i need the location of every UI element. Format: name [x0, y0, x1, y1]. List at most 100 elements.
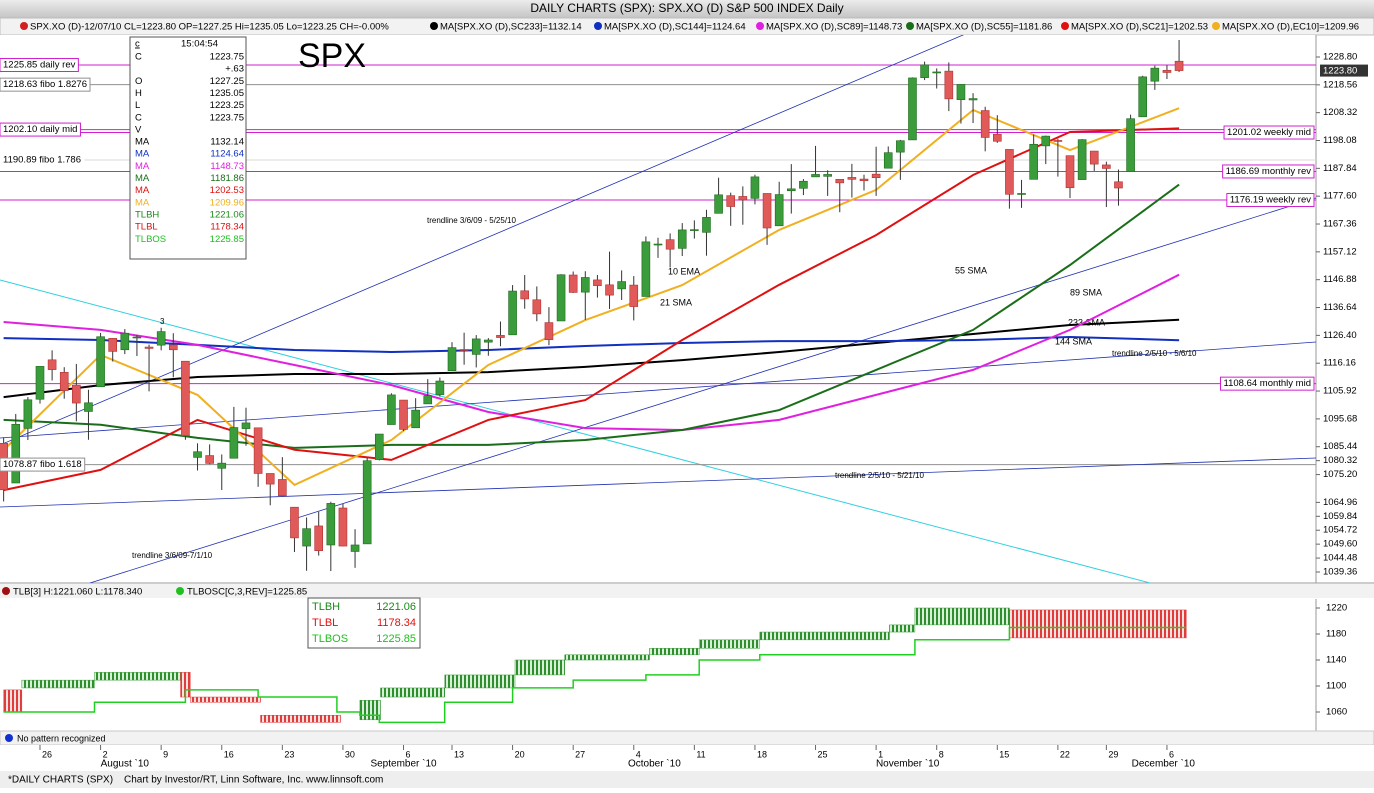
y-tick-label: 1220 [1326, 603, 1347, 614]
candle-body [605, 284, 614, 296]
candle-body [568, 274, 578, 293]
candle-body [786, 188, 796, 192]
ma-label: 21 SMA [660, 297, 692, 307]
x-tick-label: 26 [42, 749, 52, 759]
y-tick-label: 1049.60 [1323, 539, 1357, 550]
y-tick-label: 1080.32 [1323, 455, 1357, 466]
x-tick-label: 6 [406, 749, 411, 759]
candle-body [1162, 70, 1172, 73]
candle-body [314, 525, 323, 551]
footer-bar [0, 771, 1374, 788]
tlb-value-label: TLBL [312, 617, 338, 629]
line-break-brick [21, 679, 95, 689]
legend-text: MA[SPX.XO (D),SC89]=1148.73 [766, 22, 902, 33]
candle-body [920, 64, 929, 78]
ma-line [3, 318, 1180, 399]
y-tick-label: 1095.68 [1323, 413, 1357, 424]
y-tick-label: 1100 [1326, 681, 1346, 692]
candle-body [11, 423, 21, 484]
cyan-trendline [0, 279, 1151, 583]
x-tick-label: 25 [818, 749, 828, 759]
data-window-header-label: c [135, 39, 140, 50]
candle-body [702, 217, 711, 233]
candle-body [944, 70, 954, 100]
legend-dot [1212, 22, 1220, 30]
level-label: 1186.69 monthly rev [1226, 166, 1312, 177]
candle-body [265, 473, 275, 485]
line-break-brick [914, 607, 1010, 626]
candle-body [387, 394, 396, 425]
status-text: No pattern recognized [17, 733, 106, 743]
candle-body [59, 372, 69, 391]
x-tick-label: 30 [345, 749, 355, 759]
legend-dot [906, 22, 914, 30]
candle-body [883, 152, 893, 169]
y-tick-label: 1228.80 [1323, 52, 1357, 63]
y-tick-label: 1105.92 [1323, 386, 1357, 397]
trendline [0, 457, 1316, 508]
ma-label: 55 SMA [955, 265, 987, 275]
tlb-header-dot [176, 587, 184, 595]
candle-body [411, 409, 420, 429]
candle-body [871, 173, 881, 178]
candle-body [338, 507, 348, 547]
level-label: 1176.19 weekly rev [1230, 195, 1311, 206]
x-tick-label: 18 [757, 749, 767, 759]
data-window-value: 1124.64 [210, 149, 244, 160]
line-break-brick [260, 714, 341, 723]
level-label-box [1220, 376, 1315, 391]
candle-body [362, 460, 372, 545]
x-tick-label: 6 [1169, 749, 1174, 759]
candle-body [72, 384, 81, 404]
x-tick-label: 20 [515, 749, 525, 759]
data-window-label: MA [135, 197, 150, 208]
x-tick-label: 22 [1060, 749, 1070, 759]
candle-body [229, 427, 239, 459]
legend-text: MA[SPX.XO (D),SC233]=1132.14 [440, 22, 582, 33]
y-tick-label: 1044.48 [1323, 553, 1357, 564]
last-price-box [1320, 64, 1368, 77]
candle-body [1053, 140, 1063, 142]
candle-body [23, 399, 33, 429]
candle-body [241, 422, 251, 429]
line-break-brick [698, 639, 761, 649]
x-tick-label: 29 [1108, 749, 1118, 759]
candle-body [156, 331, 166, 346]
y-tick-label: 1167.36 [1323, 219, 1357, 230]
y-tick-label: 1140 [1326, 655, 1346, 666]
candle-body [290, 506, 299, 539]
candle-body [580, 277, 590, 293]
data-window-label: C [135, 112, 142, 123]
footer-left: *DAILY CHARTS (SPX) [8, 775, 113, 786]
price-layer: trendline 3/6/09 - 5/25/10 trendline 3/6/… [0, 35, 1316, 583]
data-window-value: 1227.25 [210, 76, 244, 87]
candle-body [1089, 150, 1099, 165]
y-tick-label: 1146.88 [1323, 274, 1357, 285]
candle-body [1174, 60, 1184, 71]
y-tick-label: 1085.44 [1323, 441, 1357, 452]
legend-dot [1061, 22, 1069, 30]
legend-text: SPX.XO (D)-12/07/10 CL=1223.80 OP=1227.2… [30, 22, 389, 33]
candle-body [968, 98, 978, 101]
candle-body [423, 395, 433, 405]
candle-body [677, 229, 687, 249]
last-price-label: 1223.80 [1323, 66, 1357, 77]
data-window-label: TLBOS [135, 234, 166, 245]
y-tick-label: 1218.56 [1323, 79, 1357, 90]
candle-body [750, 176, 760, 199]
level-label-box [1222, 164, 1315, 179]
level-label: 1201.02 weekly mid [1227, 127, 1311, 138]
level-label-box [1223, 125, 1315, 140]
candle-body [35, 366, 45, 400]
tlb-value-label: TLBH [312, 601, 340, 613]
data-window-label: MA [135, 173, 150, 184]
candle-body [144, 346, 154, 349]
x-tick-label: 13 [454, 749, 464, 759]
y-tick-label: 1075.20 [1323, 469, 1357, 480]
candle-body [762, 193, 772, 229]
data-window-value: 1148.73 [210, 161, 244, 172]
y-tick-label: 1187.84 [1323, 163, 1357, 174]
annotation: 3 [160, 317, 165, 326]
tlb-value: 1178.34 [377, 617, 416, 629]
